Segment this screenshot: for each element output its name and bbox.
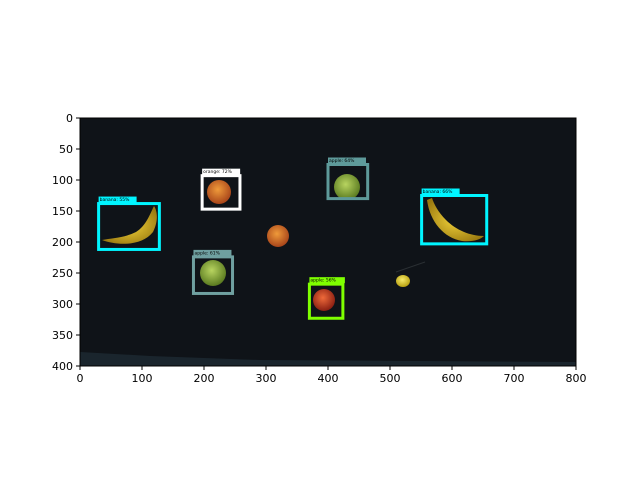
x-tick-label: 400 (318, 372, 339, 385)
detection-label: banana: 55% (100, 197, 131, 203)
x-tick-label: 600 (442, 372, 463, 385)
lemon-fruit (396, 275, 410, 287)
detection-label-bg (328, 157, 366, 164)
detection-label: apple: 56% (310, 278, 336, 284)
detection-label: apple: 61% (194, 250, 220, 256)
y-tick-label: 50 (59, 143, 73, 156)
detection-label-bg (193, 249, 232, 256)
y-tick-label: 100 (52, 174, 73, 187)
orange-fruit (207, 180, 231, 204)
x-tick-label: 500 (380, 372, 401, 385)
x-tick-label: 100 (132, 372, 153, 385)
apple-fruit-red (313, 289, 335, 311)
banana-right (427, 198, 484, 242)
detection-label-bg (202, 168, 241, 175)
y-tick-label: 400 (52, 360, 73, 373)
detection-label-bg (309, 277, 345, 284)
y-tick-label: 0 (66, 112, 73, 125)
y-tick-label: 350 (52, 329, 73, 342)
photo (80, 118, 576, 366)
y-tick-label: 250 (52, 267, 73, 280)
detection-box-orange (200, 174, 242, 211)
y-tick-label: 200 (52, 236, 73, 249)
y-axis: 0 50 100 150 200 250 300 350 400 (52, 112, 80, 373)
detection-box-apple (326, 163, 370, 201)
detection-box-apple (307, 282, 345, 320)
apple-fruit-left (200, 260, 226, 286)
x-tick-label: 200 (194, 372, 215, 385)
detection-box-banana (420, 194, 489, 246)
detection-label: apple: 64% (329, 158, 355, 164)
x-axis: 0 100 200 300 400 500 600 700 800 (77, 366, 587, 385)
tangerine-fruit (267, 225, 289, 247)
banana-left (102, 206, 157, 244)
lemon-stem-shadow (395, 261, 426, 273)
y-tick-label: 150 (52, 205, 73, 218)
x-tick-label: 700 (504, 372, 525, 385)
x-tick-label: 300 (256, 372, 277, 385)
detections-layer: banana: 55% orange: 72% apple: 64% banana: … (97, 157, 489, 320)
detection-box-apple (191, 255, 235, 295)
y-tick-label: 300 (52, 298, 73, 311)
photo-background (80, 118, 576, 366)
detection-box-banana (97, 202, 161, 251)
apple-fruit-top (334, 174, 360, 200)
detection-label: banana: 66% (423, 189, 454, 195)
photo-floor-shadow (80, 352, 576, 366)
detection-label: orange: 72% (203, 169, 233, 175)
detection-label-bg (98, 196, 137, 203)
x-tick-label: 800 (566, 372, 587, 385)
x-tick-label: 0 (77, 372, 84, 385)
detection-label-bg (421, 188, 460, 195)
